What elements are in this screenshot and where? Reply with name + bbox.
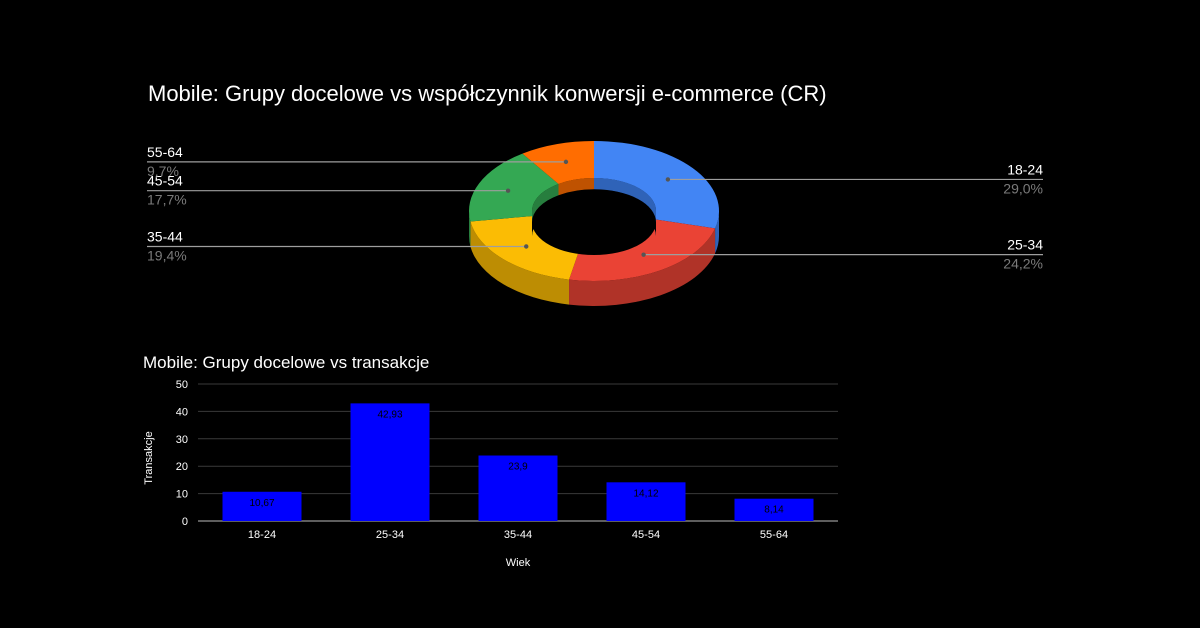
leader-dot (524, 244, 529, 249)
donut-percent: 19,4% (147, 247, 187, 263)
bar-18-24[interactable] (222, 491, 302, 521)
donut-label: 55-64 (147, 144, 183, 160)
donut-slice-45-54[interactable] (469, 153, 559, 222)
donut-percent: 9,7% (147, 163, 179, 179)
bar-data-label: 23,9 (508, 462, 528, 473)
x-tick-label: 18-24 (248, 529, 276, 541)
donut-percent: 17,7% (147, 192, 187, 208)
donut-slice-side (469, 211, 471, 247)
x-axis-title: Wiek (506, 557, 531, 569)
donut-labels: 18-24 29,0% 25-34 24,2% 35-44 19,4% 45-54 17,7%… (147, 144, 1043, 272)
y-tick-label: 20 (176, 461, 188, 473)
leader-dot (665, 177, 671, 182)
donut-slice-inner-wall-top (558, 178, 594, 196)
bar-data-label: 42,93 (377, 409, 402, 420)
donut-percent: 24,2% (1003, 256, 1043, 272)
donut-label: 35-44 (147, 228, 183, 244)
y-axis-title: Transakcje (143, 431, 155, 484)
x-tick-label: 55-64 (760, 529, 788, 541)
x-tick-label: 45-54 (632, 529, 660, 541)
donut-label: 45-54 (147, 173, 183, 189)
donut-label: 25-34 (1007, 237, 1043, 253)
leader-dot (563, 159, 569, 165)
donut-slice-side (470, 221, 570, 305)
bar-chart: 10,67 18-24 42,93 25-34 23,9 35-44 14,12 45-54 8… (222, 403, 814, 541)
y-tick-label: 10 (176, 489, 188, 501)
x-tick-label: 35-44 (504, 529, 532, 541)
donut-slice-inner-wall-top (532, 183, 559, 223)
donut-slice-side (569, 228, 716, 306)
bar-55-64[interactable] (734, 498, 814, 521)
bar-45-54[interactable] (606, 482, 686, 521)
pie-chart-title: Mobile: Grupy docelowe vs współczynnik k… (148, 81, 827, 106)
bar-data-label: 10,67 (249, 498, 274, 509)
donut-slice-inner-wall-top (594, 178, 656, 223)
donut-label: 18-24 (1007, 161, 1043, 177)
bar-35-44[interactable] (478, 455, 558, 521)
bar-data-label: 14,12 (633, 488, 658, 499)
bar-25-34[interactable] (350, 403, 430, 521)
donut-chart (469, 141, 719, 306)
bar-chart-title: Mobile: Grupy docelowe vs transakcje (143, 353, 429, 372)
donut-slice-25-34[interactable] (569, 219, 716, 281)
donut-slice-18-24[interactable] (594, 141, 719, 229)
donut-percent: 29,0% (1003, 180, 1043, 196)
leader-dot (505, 188, 511, 193)
y-tick-label: 30 (176, 434, 188, 446)
bar-data-label: 8,14 (764, 505, 784, 516)
y-tick-label: 40 (176, 406, 188, 418)
y-tick-label: 0 (182, 516, 188, 528)
x-tick-label: 25-34 (376, 529, 404, 541)
leader-dot (641, 252, 646, 257)
donut-hole-center (532, 189, 656, 255)
donut-slice-side (715, 211, 719, 254)
y-tick-label: 50 (176, 379, 188, 391)
